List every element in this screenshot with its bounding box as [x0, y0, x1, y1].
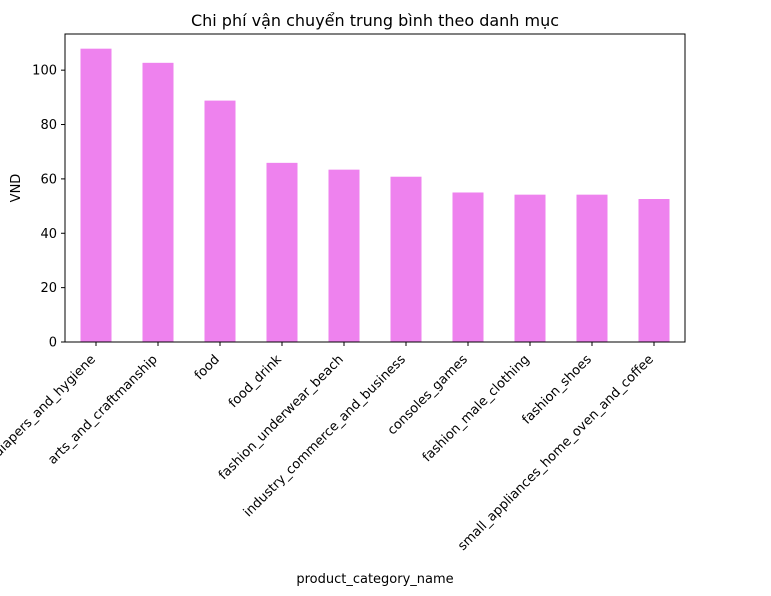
bar — [142, 62, 174, 343]
x-tick-label: food_drink — [226, 352, 285, 411]
chart-title: Chi phí vận chuyển trung bình theo danh … — [191, 11, 559, 30]
y-axis-label: VND — [9, 174, 24, 203]
bar — [638, 199, 670, 342]
x-tick-label: fashion_male_clothing — [420, 352, 533, 465]
x-tick-label: arts_and_craftmanship — [45, 352, 160, 467]
bar — [514, 194, 546, 342]
bar — [390, 176, 422, 342]
bar — [266, 162, 298, 342]
plot-frame — [64, 33, 686, 343]
bar — [452, 192, 484, 342]
bar — [576, 194, 608, 342]
bar — [204, 100, 236, 342]
y-tick-label: 20 — [40, 281, 57, 296]
x-axis-label: product_category_name — [296, 572, 453, 587]
bar — [328, 169, 360, 342]
bars-layer — [80, 48, 670, 343]
x-tick-label: food — [192, 352, 223, 383]
y-tick-label: 0 — [49, 336, 57, 351]
bar — [80, 48, 112, 342]
y-tick-label: 100 — [32, 64, 57, 79]
y-tick-label: 40 — [40, 227, 57, 242]
y-tick-label: 80 — [40, 118, 57, 133]
x-tick-label: diapers_and_hygiene — [0, 352, 99, 460]
y-axis: 0 20 40 60 80 100 — [32, 64, 65, 351]
y-tick-label: 60 — [40, 172, 57, 187]
x-axis: diapers_and_hygienearts_and_craftmanship… — [0, 342, 657, 554]
x-tick-label: fashion_underwear_beach — [216, 352, 347, 483]
